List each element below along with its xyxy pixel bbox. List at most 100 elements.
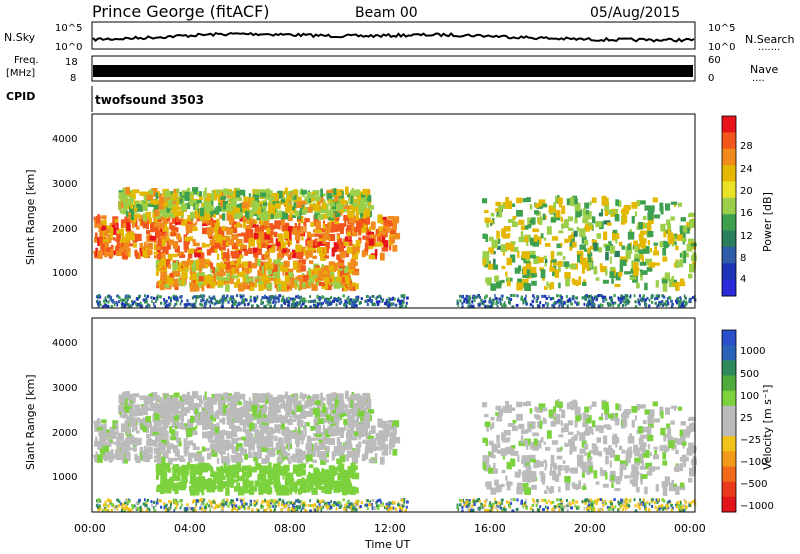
echo-cell [153,419,158,427]
ground-cell [228,297,232,301]
echo-cell [296,448,302,456]
echo-cell [565,470,569,474]
echo-cell [208,205,214,211]
echo-cell [644,282,648,291]
echo-cell [524,236,528,243]
echo-cell [145,405,149,411]
echo-cell [99,434,103,443]
echo-cell [348,444,353,450]
echo-cell [221,213,226,221]
ground-cell [293,298,296,302]
echo-cell [268,404,274,413]
echo-cell [346,484,350,491]
echo-cell [390,440,396,448]
echo-cell [146,192,153,196]
echo-cell [129,407,134,413]
echo-cell [245,414,250,422]
echo-cell [214,230,219,237]
echo-cell [283,230,290,240]
echo-cell [184,249,188,253]
echo-cell [349,487,356,495]
echo-cell [312,190,320,196]
echo-cell [390,229,395,237]
ground-cell [325,300,327,304]
echo-cell [126,222,131,231]
echo-cell [393,420,400,427]
echo-cell [383,444,389,453]
echo-cell [246,228,253,238]
echo-cell [648,466,655,472]
echo-cell [270,434,274,440]
echo-cell [231,255,237,259]
echo-cell [359,403,366,411]
echo-cell [312,475,315,479]
echo-cell [353,246,360,252]
ground-cell [556,300,560,304]
echo-cell [183,445,189,454]
echo-cell [584,406,590,413]
echo-cell [666,219,671,226]
echo-cell [187,253,193,259]
echo-cell [614,284,621,288]
echo-cell [254,219,258,224]
echo-cell [327,266,334,272]
echo-cell [302,282,306,288]
echo-cell [303,451,307,460]
echo-cell [248,193,251,200]
echo-cell [347,438,351,444]
ground-cell [148,304,151,308]
ground-cell [639,294,641,298]
echo-cell [605,472,608,480]
echo-cell [194,408,198,415]
echo-cell [667,223,672,230]
echo-cell [251,262,256,269]
echo-cell [241,465,249,472]
ground-cell [320,302,323,306]
echo-cell [312,255,317,259]
echo-cell [252,451,258,459]
ground-cell [201,297,204,300]
ground-cell [120,302,124,306]
echo-cell [206,414,211,420]
echo-cell [268,462,272,471]
echo-cell [153,215,158,223]
echo-cell [211,449,218,457]
echo-cell [254,278,262,282]
echo-cell [502,250,505,256]
echo-cell [505,271,508,277]
echo-cell [213,274,217,282]
echo-cell [633,240,638,246]
echo-cell [294,210,300,217]
echo-cell [569,242,574,249]
echo-cell [316,451,324,458]
echo-cell [156,248,160,254]
echo-cell [183,264,190,270]
echo-cell [525,465,532,473]
echo-cell [220,196,227,200]
ground-cell [558,304,561,308]
echo-cell [506,277,511,284]
echo-cell [484,260,491,268]
echo-cell [275,416,279,423]
echo-cell [383,426,390,435]
echo-cell [124,216,129,225]
echo-cell [214,452,218,457]
echo-cell [279,472,284,476]
echo-cell [370,425,376,433]
ground-cell [106,305,109,308]
echo-cell [490,283,497,291]
echo-cell [174,431,179,437]
echo-cell [198,272,205,280]
echo-cell [260,396,267,402]
echo-cell [118,396,126,404]
ground-cell [349,300,352,304]
echo-cell [260,274,267,282]
echo-cell [110,452,114,461]
echo-cell [496,230,500,239]
ground-cell [128,305,131,309]
echo-cell [339,473,347,481]
echo-cell [248,265,252,273]
echo-cell [584,443,589,450]
echo-cell [236,462,242,470]
